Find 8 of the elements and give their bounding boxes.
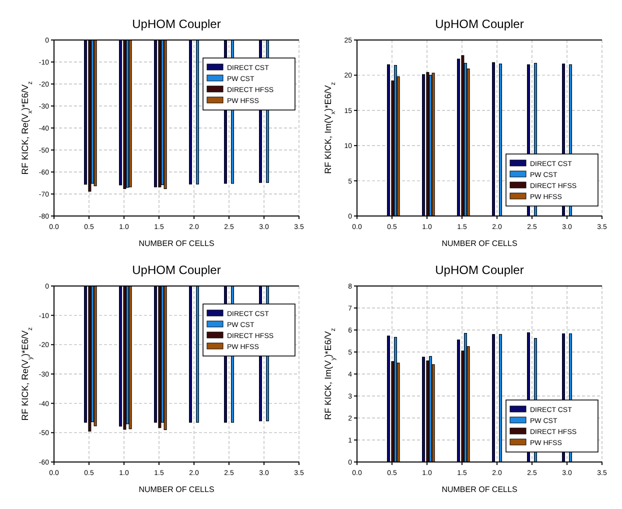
x-axis-title: NUMBER OF CELLS — [442, 239, 518, 248]
chart-title: UpHOM Coupler — [435, 263, 524, 277]
x-axis-title: NUMBER OF CELLS — [138, 485, 214, 494]
chart-title: UpHOM Coupler — [435, 17, 524, 31]
x-axis-title: NUMBER OF CELLS — [138, 239, 214, 248]
x-axis-title: NUMBER OF CELLS — [442, 485, 518, 494]
chart-title: UpHOM Coupler — [132, 263, 221, 277]
chart-title: UpHOM Coupler — [132, 17, 221, 31]
